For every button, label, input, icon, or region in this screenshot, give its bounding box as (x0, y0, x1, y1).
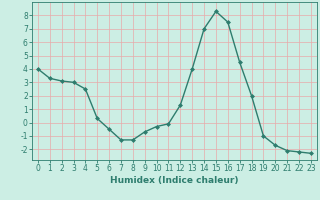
X-axis label: Humidex (Indice chaleur): Humidex (Indice chaleur) (110, 176, 239, 185)
